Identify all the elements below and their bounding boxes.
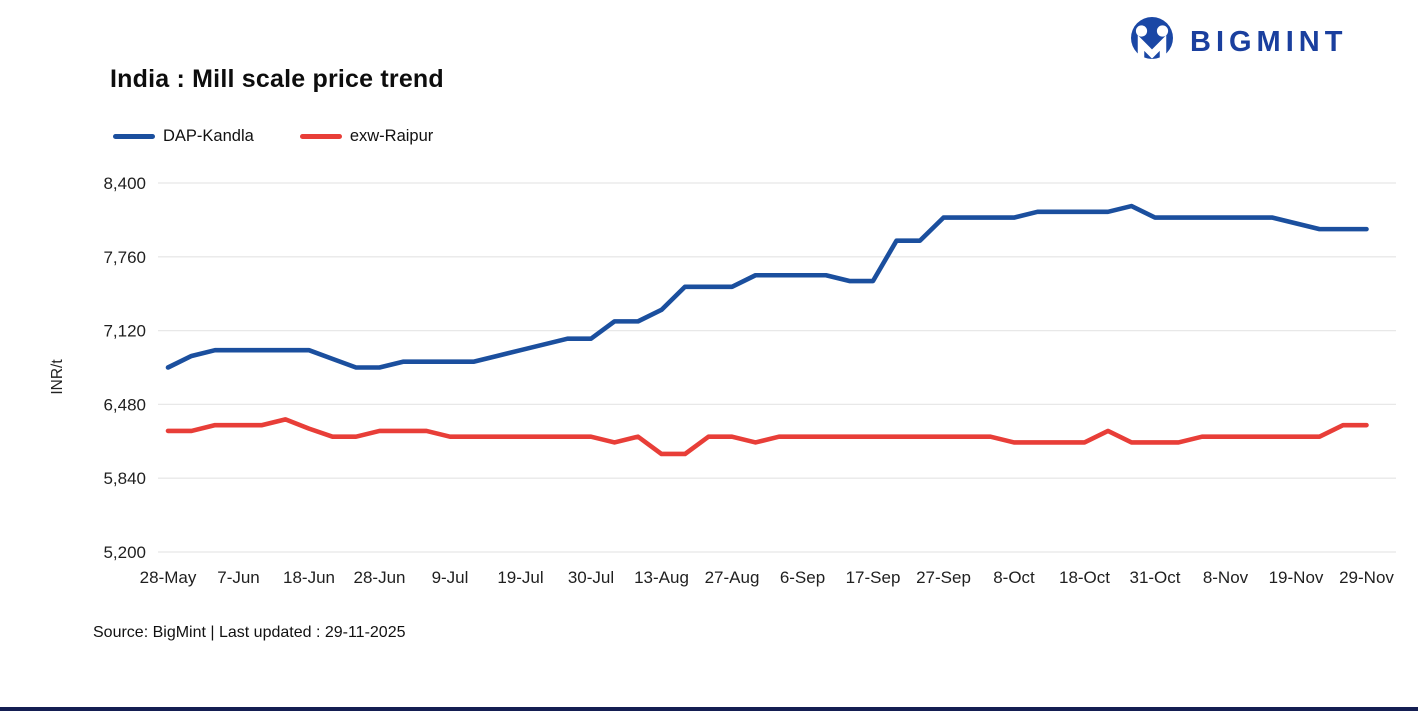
x-tick-label: 19-Jul	[497, 568, 543, 587]
price-trend-chart: 8,400 7,760 7,120 6,480 5,840 5,200 28-May 7-Ju…	[103, 174, 1396, 587]
x-tick-label: 28-May	[140, 568, 197, 587]
x-tick-label: 6-Sep	[780, 568, 825, 587]
legend-label: DAP-Kandla	[163, 127, 254, 145]
series-line-exw-raipur	[165, 417, 1369, 457]
x-tick-label: 17-Sep	[846, 568, 901, 587]
y-tick-label: 5,200	[103, 543, 146, 562]
page-title: India : Mill scale price trend	[110, 65, 444, 93]
x-tick-label: 30-Jul	[568, 568, 614, 587]
x-tick-label: 27-Aug	[705, 568, 760, 587]
chart-legend: DAP-Kandla exw-Raipur	[113, 127, 461, 146]
source-note: Source: BigMint | Last updated : 29-11-2…	[93, 624, 406, 641]
bigmint-logo: BIGMINT	[1128, 17, 1348, 66]
legend-swatch-blue	[113, 134, 155, 139]
legend-label: exw-Raipur	[349, 127, 434, 145]
y-tick-label: 8,400	[103, 174, 146, 193]
bigmint-logo-text: BIGMINT	[1190, 25, 1348, 58]
y-tick-label: 5,840	[103, 469, 146, 488]
x-tick-label: 19-Nov	[1269, 568, 1324, 587]
bottom-brand-bar	[0, 707, 1418, 711]
legend-item-dap-kandla: DAP-Kandla	[113, 127, 254, 146]
x-tick-label: 8-Oct	[993, 568, 1035, 587]
x-tick-label: 8-Nov	[1203, 568, 1249, 587]
legend-item-exw-raipur: exw-Raipur	[299, 127, 434, 146]
y-tick-label: 7,760	[103, 248, 146, 267]
x-tick-label: 29-Nov	[1339, 568, 1394, 587]
legend-swatch-red	[299, 134, 342, 139]
x-tick-label: 7-Jun	[217, 568, 260, 587]
x-tick-label: 9-Jul	[432, 568, 469, 587]
x-tick-label: 13-Aug	[634, 568, 689, 587]
x-tick-label: 28-Jun	[354, 568, 406, 587]
series-line-dap-kandla	[165, 203, 1369, 370]
y-tick-label: 6,480	[103, 395, 146, 414]
x-tick-label: 18-Oct	[1059, 568, 1110, 587]
x-tick-label: 27-Sep	[916, 568, 971, 587]
x-tick-label: 31-Oct	[1129, 568, 1180, 587]
y-tick-label: 7,120	[103, 322, 146, 341]
bigmint-logo-icon	[1131, 17, 1173, 64]
x-tick-label: 18-Jun	[283, 568, 335, 587]
